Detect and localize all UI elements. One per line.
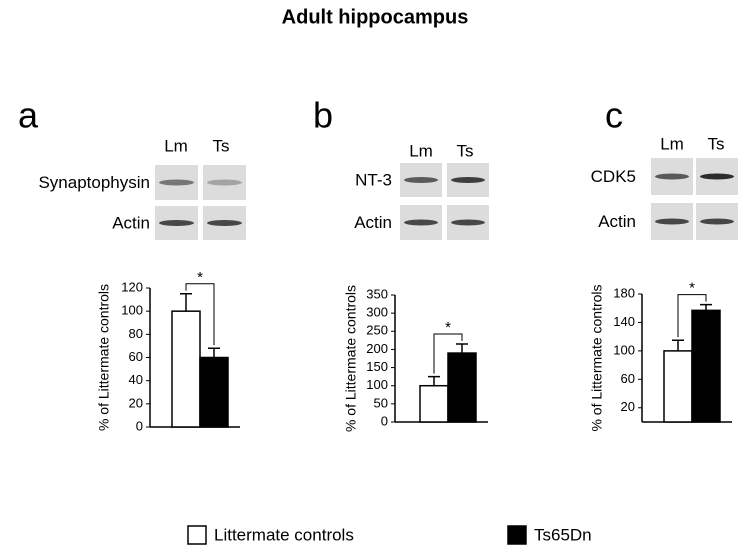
- y-tick-label: 180: [613, 285, 635, 300]
- blot-band: [404, 219, 438, 226]
- blot-band: [655, 173, 689, 180]
- error-bar: [700, 303, 712, 311]
- y-tick-label: 100: [613, 342, 635, 357]
- panel-label: c: [605, 95, 623, 136]
- y-axis-label: % of Littermate controls: [96, 284, 112, 431]
- y-tick-label: 100: [366, 377, 388, 392]
- bar: [171, 310, 201, 428]
- y-tick-label: 20: [129, 395, 143, 410]
- significance-label: *: [445, 319, 451, 336]
- lane-label: Ts: [708, 134, 725, 153]
- blot-label: Synaptophysin: [38, 173, 150, 192]
- blot-label: Actin: [354, 213, 392, 232]
- blot-band: [700, 218, 734, 225]
- y-tick-label: 40: [129, 372, 143, 387]
- blot-band: [451, 219, 485, 226]
- panel-label: b: [313, 95, 333, 136]
- blot-band: [655, 218, 689, 225]
- lane-label: Lm: [660, 134, 684, 153]
- bar: [691, 309, 721, 423]
- y-tick-label: 0: [381, 413, 388, 428]
- error-bar: [672, 339, 684, 351]
- blot-label: Actin: [112, 213, 150, 232]
- y-axis-label: % of Littermate controls: [343, 285, 359, 432]
- blot-band: [451, 177, 485, 183]
- legend-label: Ts65Dn: [534, 525, 592, 544]
- y-tick-label: 150: [366, 359, 388, 374]
- blot-band: [700, 173, 734, 180]
- y-tick-label: 300: [366, 305, 388, 320]
- error-bar: [456, 343, 468, 354]
- lane-label: Ts: [457, 141, 474, 160]
- figure-title: Adult hippocampus: [282, 6, 469, 28]
- y-axis-label: % of Littermate controls: [589, 284, 605, 431]
- error-bar: [428, 375, 440, 386]
- legend-swatch: [187, 525, 207, 545]
- blot-panel: [203, 165, 246, 200]
- error-bar: [208, 347, 220, 358]
- blot-label: NT-3: [355, 170, 392, 189]
- y-tick-label: 140: [613, 314, 635, 329]
- blot-band: [207, 179, 242, 186]
- blot-band: [404, 177, 438, 183]
- panel-label: a: [18, 95, 39, 136]
- y-tick-label: 60: [621, 371, 635, 386]
- y-tick-label: 350: [366, 286, 388, 301]
- significance-bracket: [433, 333, 463, 374]
- y-tick-label: 80: [129, 326, 143, 341]
- significance-label: *: [689, 280, 695, 297]
- y-tick-label: 200: [366, 341, 388, 356]
- y-tick-label: 120: [121, 279, 143, 294]
- y-tick-label: 0: [136, 418, 143, 433]
- blot-band: [159, 220, 194, 226]
- bar: [199, 356, 229, 428]
- y-tick-label: 60: [129, 349, 143, 364]
- lane-label: Ts: [213, 136, 230, 155]
- y-tick-label: 250: [366, 323, 388, 338]
- y-tick-label: 50: [374, 395, 388, 410]
- error-bar: [180, 293, 192, 312]
- legend-label: Littermate controls: [214, 525, 354, 544]
- legend-swatch: [507, 525, 527, 545]
- significance-bracket: [677, 294, 707, 338]
- significance-bracket: [185, 283, 215, 346]
- y-tick-label: 100: [121, 303, 143, 318]
- blot-label: CDK5: [591, 167, 636, 186]
- significance-label: *: [197, 269, 203, 286]
- lane-label: Lm: [409, 141, 433, 160]
- blot-label: Actin: [598, 212, 636, 231]
- bar: [447, 352, 477, 423]
- y-tick-label: 20: [621, 399, 635, 414]
- bar: [419, 384, 449, 423]
- lane-label: Lm: [164, 136, 188, 155]
- bar: [663, 350, 693, 423]
- blot-band: [159, 179, 194, 186]
- blot-band: [207, 220, 242, 226]
